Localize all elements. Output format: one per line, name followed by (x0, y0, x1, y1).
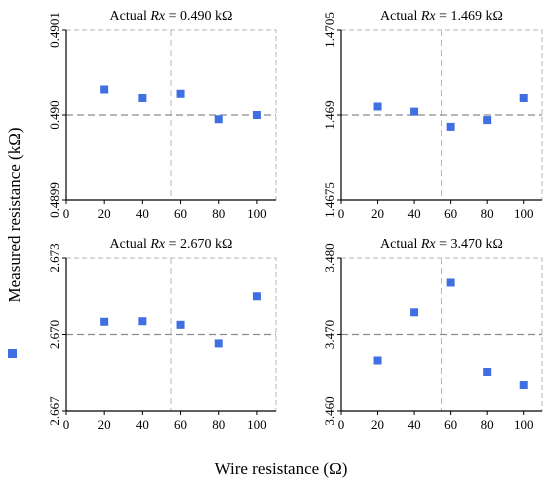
x-tick-label: 20 (98, 206, 111, 221)
data-point (100, 317, 109, 326)
x-tick-label: 20 (98, 417, 111, 432)
y-tick-label: 3.470 (322, 320, 337, 349)
data-point (252, 292, 261, 301)
x-tick-label: 80 (212, 206, 225, 221)
x-tick-label: 60 (444, 206, 457, 221)
x-tick-label: 0 (63, 417, 70, 432)
x-tick-label: 100 (247, 417, 267, 432)
data-point (100, 85, 109, 94)
panel-title: Actual Rx = 1.469 kΩ (380, 9, 503, 24)
x-tick-label: 100 (514, 417, 534, 432)
x-tick-label: 20 (371, 206, 384, 221)
x-tick-label: 80 (481, 206, 494, 221)
x-tick-label: 40 (136, 206, 149, 221)
y-tick-label: 2.673 (47, 243, 62, 272)
y-tick-label: 3.480 (322, 243, 337, 272)
panels: Actual Rx = 0.490 kΩ 0 20 40 60 80 100 0.4899 0.… (47, 9, 543, 432)
data-point (176, 320, 185, 329)
panel-title: Actual Rx = 0.490 kΩ (110, 9, 233, 24)
y-tick-label: 2.667 (47, 396, 62, 426)
panel-4: Actual Rx = 3.470 kΩ 0 20 40 60 80 100 3.460 3.4… (322, 237, 543, 432)
data-point (519, 94, 528, 102)
x-tick-label: 40 (408, 417, 421, 432)
panel-3: Actual Rx = 2.670 kΩ 0 20 40 60 80 100 2.667 2.6… (47, 237, 277, 432)
legend-marker (8, 349, 17, 358)
x-tick-label: 0 (63, 206, 70, 221)
data-point (214, 339, 223, 348)
panel-1: Actual Rx = 0.490 kΩ 0 20 40 60 80 100 0.4899 0.… (47, 9, 277, 221)
y-axis-label: Measured resistance (kΩ) (5, 127, 24, 302)
x-tick-label: 100 (247, 206, 267, 221)
x-tick-label: 60 (444, 417, 457, 432)
data-point (214, 115, 223, 124)
x-tick-label: 80 (481, 417, 494, 432)
y-tick-label: 1.469 (322, 100, 337, 129)
data-point (252, 111, 261, 119)
data-point (138, 317, 147, 326)
y-tick-label: 2.670 (47, 320, 62, 349)
x-tick-label: 0 (338, 206, 345, 221)
x-tick-label: 20 (371, 417, 384, 432)
x-tick-label: 0 (338, 417, 345, 432)
y-tick-label: 0.4901 (47, 12, 62, 48)
data-point (410, 107, 419, 116)
data-point (446, 278, 455, 287)
x-tick-label: 80 (212, 417, 225, 432)
panel-2: Actual Rx = 1.469 kΩ 0 20 40 60 80 100 1.4675 1.… (322, 9, 543, 221)
y-tick-label: 1.4705 (322, 12, 337, 48)
data-point (138, 94, 147, 102)
panel-title: Actual Rx = 3.470 kΩ (380, 237, 503, 252)
data-point (446, 122, 455, 131)
x-tick-label: 100 (514, 206, 534, 221)
x-tick-label: 60 (174, 417, 187, 432)
data-point (483, 367, 492, 376)
y-tick-label: 0.4899 (47, 182, 62, 218)
panel-title: Actual Rx = 2.670 kΩ (110, 237, 233, 252)
data-point (483, 116, 492, 125)
data-point (373, 356, 382, 365)
data-point (176, 89, 185, 98)
data-point (410, 308, 419, 317)
x-tick-label: 40 (136, 417, 149, 432)
data-point (373, 102, 382, 111)
x-tick-label: 60 (174, 206, 187, 221)
x-axis-label: Wire resistance (Ω) (215, 459, 348, 478)
y-tick-label: 3.460 (322, 396, 337, 425)
data-point (519, 380, 528, 389)
y-tick-label: 0.490 (47, 100, 62, 129)
x-tick-label: 40 (408, 206, 421, 221)
y-tick-label: 1.4675 (322, 182, 337, 218)
